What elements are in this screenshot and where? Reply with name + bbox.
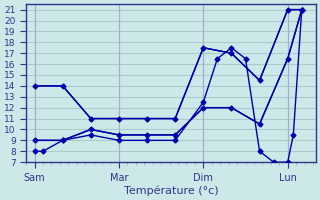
X-axis label: Température (°c): Température (°c) [124, 185, 218, 196]
